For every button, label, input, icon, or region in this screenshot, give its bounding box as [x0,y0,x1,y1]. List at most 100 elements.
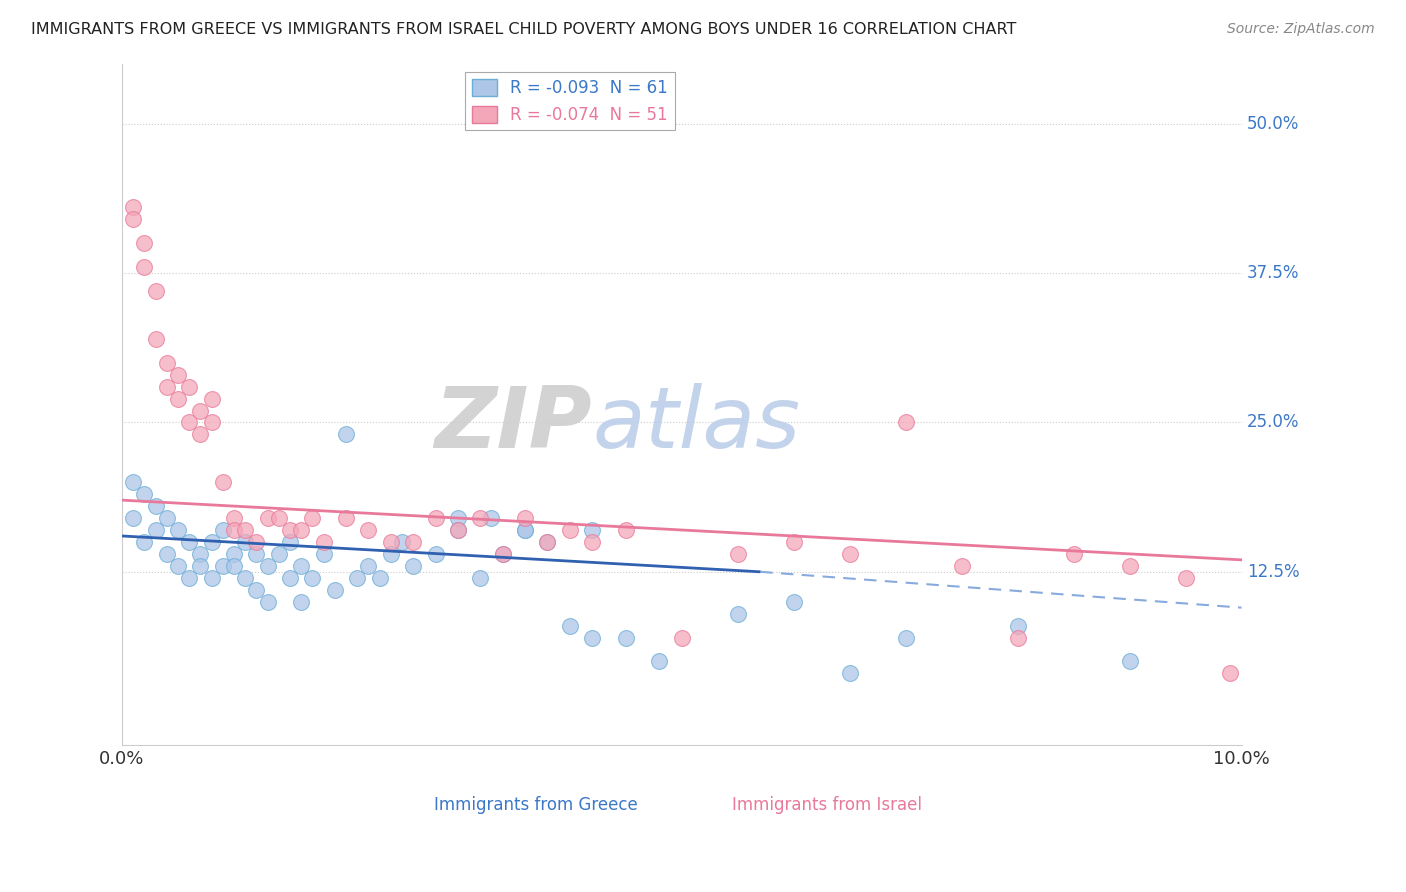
Point [167,368,190,382]
Point [156,356,179,370]
Point [134,236,156,251]
Point [134,260,156,275]
Text: atlas: atlas [592,384,800,467]
Point [167,523,190,537]
Point [211,475,233,490]
Point [513,511,536,525]
Point [368,571,391,585]
Point [122,212,145,227]
Text: IMMIGRANTS FROM GREECE VS IMMIGRANTS FROM ISRAEL CHILD POVERTY AMONG BOYS UNDER : IMMIGRANTS FROM GREECE VS IMMIGRANTS FRO… [31,22,1017,37]
Point [671,631,693,645]
Text: 50.0%: 50.0% [1247,115,1299,133]
Point [1118,654,1140,668]
Point [402,535,425,549]
Point [233,523,256,537]
Point [335,511,357,525]
Point [481,511,503,525]
Point [156,511,179,525]
Point [470,571,492,585]
Point [301,511,323,525]
Point [581,535,603,549]
Point [201,535,224,549]
Point [179,571,201,585]
Point [233,535,256,549]
Point [1007,631,1029,645]
Point [1118,558,1140,573]
Point [222,523,245,537]
Point [425,547,447,561]
Point [492,547,515,561]
Point [278,535,301,549]
Point [402,558,425,573]
Point [447,523,470,537]
Point [267,511,290,525]
Point [335,427,357,442]
Point [1063,547,1085,561]
Point [145,499,167,513]
Point [167,392,190,406]
Text: 37.5%: 37.5% [1247,264,1299,282]
Point [122,201,145,215]
Point [190,547,212,561]
Point [278,523,301,537]
Point [558,523,581,537]
Point [233,571,256,585]
Point [201,416,224,430]
Point [783,535,806,549]
Point [267,547,290,561]
Point [838,666,860,681]
Point [145,284,167,298]
Point [380,547,402,561]
Point [357,523,380,537]
Point [391,535,413,549]
Point [513,523,536,537]
Point [245,547,267,561]
Point [179,535,201,549]
Point [156,547,179,561]
Point [894,631,917,645]
Point [222,547,245,561]
Point [201,392,224,406]
Point [301,571,323,585]
Point [245,535,267,549]
Text: 25.0%: 25.0% [1247,414,1299,432]
Text: Immigrants from Greece: Immigrants from Greece [434,797,638,814]
Point [323,582,346,597]
Point [312,535,335,549]
Point [581,631,603,645]
Point [648,654,671,668]
Point [346,571,368,585]
Point [190,427,212,442]
Point [614,523,637,537]
Point [425,511,447,525]
Point [245,582,267,597]
Point [380,535,402,549]
Point [122,475,145,490]
Text: Source: ZipAtlas.com: Source: ZipAtlas.com [1227,22,1375,37]
Point [256,595,278,609]
Point [179,416,201,430]
Point [122,511,145,525]
Point [470,511,492,525]
Point [492,547,515,561]
Point [614,631,637,645]
Point [447,511,470,525]
Text: Immigrants from Israel: Immigrants from Israel [733,797,922,814]
Point [290,523,312,537]
Legend: R = -0.093  N = 61, R = -0.074  N = 51: R = -0.093 N = 61, R = -0.074 N = 51 [465,72,675,130]
Text: ZIP: ZIP [434,384,592,467]
Point [838,547,860,561]
Point [727,607,749,621]
Point [581,523,603,537]
Point [211,523,233,537]
Point [222,511,245,525]
Point [950,558,973,573]
Point [513,523,536,537]
Point [290,558,312,573]
Point [558,618,581,632]
Point [167,558,190,573]
Point [156,379,179,393]
Point [134,535,156,549]
Point [1219,666,1241,681]
Point [201,571,224,585]
